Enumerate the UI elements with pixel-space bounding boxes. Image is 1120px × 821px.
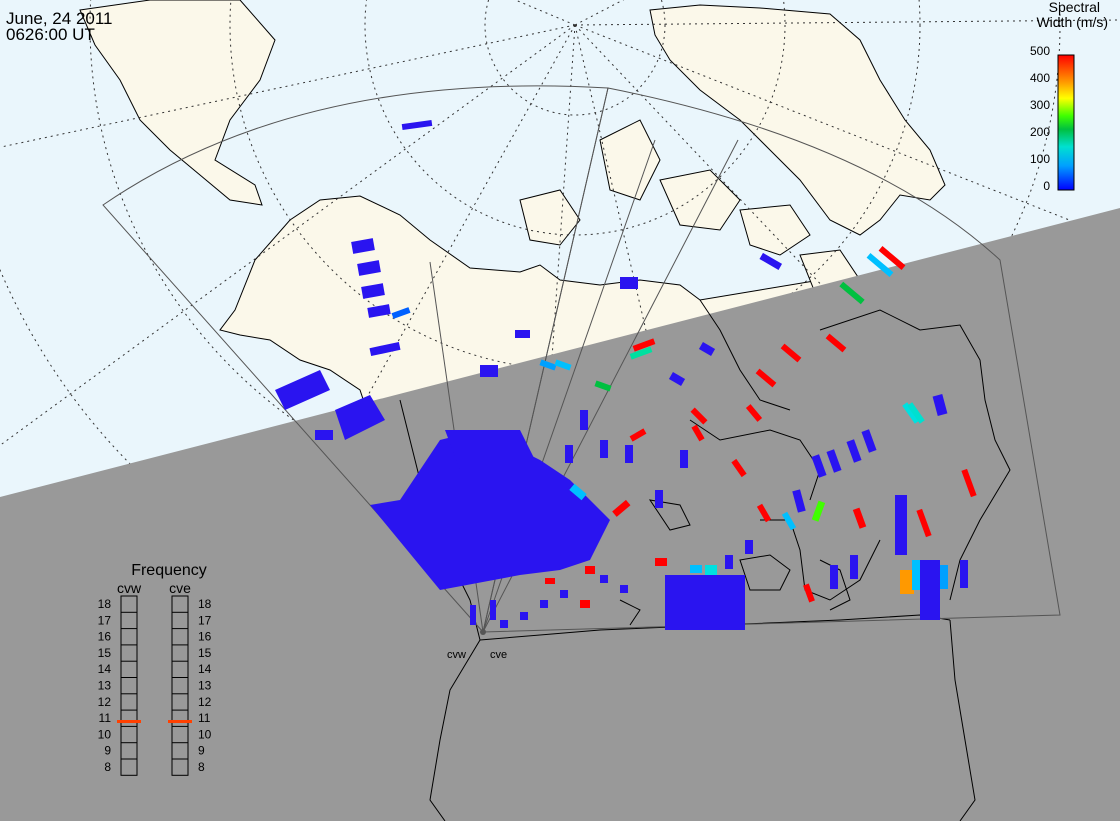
frequency-column-cvw: [120, 595, 138, 776]
frequency-scale-label: 8: [198, 760, 205, 774]
siberia: [79, 0, 276, 206]
frequency-columns: 18 17 16 15 14 13 12 11 10 9 8 18 17 16 15 14 13 12 11 10 9 8: [98, 595, 212, 776]
frequency-scale-label: 8: [104, 760, 111, 774]
backscatter-blue: [275, 119, 968, 630]
cve-fov: [482, 87, 1061, 633]
colorbar-title-line1: Spectral: [1049, 0, 1100, 15]
backscatter-colored: [391, 246, 977, 608]
colorbar-scale: [1057, 54, 1075, 191]
colorbar-tick: 100: [1030, 152, 1050, 166]
frequency-scale-label: 15: [198, 646, 212, 660]
cvw-fov: [102, 85, 609, 633]
frequency-column-cve: [171, 595, 189, 776]
radar-label-cve: cve: [490, 649, 507, 661]
colorbar: Spectral Width (m/s) 500 400 300 200 100…: [1030, 0, 1108, 193]
frequency-scale-label: 16: [198, 630, 212, 644]
colorbar-tick: 0: [1043, 179, 1050, 193]
radar-label-cvw: cvw: [447, 649, 466, 661]
frequency-scale-label: 13: [198, 679, 212, 693]
frequency-scale-label: 11: [99, 711, 112, 725]
arctic-island-2: [519, 189, 581, 246]
frequency-scale-label: 16: [98, 630, 112, 644]
frequency-radar-cve: cve: [169, 580, 191, 596]
frequency-scale-label: 14: [198, 662, 212, 676]
frequency-scale-label: 12: [198, 695, 212, 709]
frequency-scale-label: 17: [198, 613, 212, 627]
date-label: June, 24 2011: [6, 9, 113, 28]
frequency-scale-label: 12: [98, 695, 112, 709]
frequency-scale-label: 14: [98, 662, 112, 676]
frequency-scale-label: 18: [98, 597, 112, 611]
colorbar-tick: 200: [1030, 125, 1050, 139]
frequency-scale-label: 15: [98, 646, 112, 660]
frequency-radar-cvw: cvw: [117, 580, 142, 596]
arctic-island-1: [599, 119, 661, 201]
colorbar-tick: 400: [1030, 71, 1050, 85]
frequency-scale-label: 9: [198, 744, 205, 758]
arctic-island-3: [659, 169, 741, 231]
frequency-scale-label: 9: [104, 744, 111, 758]
frequency-scale-label: 17: [98, 613, 112, 627]
frequency-scale-label: 11: [198, 711, 211, 725]
frequency-scale-label: 10: [198, 727, 212, 741]
frequency-title: Frequency: [131, 562, 207, 579]
colorbar-tick: 300: [1030, 98, 1050, 112]
colorbar-tick: 500: [1030, 44, 1050, 58]
frequency-scale-label: 13: [98, 679, 112, 693]
time-label: 0626:00 UT: [6, 25, 95, 44]
colorbar-title-line2: Width (m/s): [1036, 14, 1108, 30]
frequency-panel: Frequency cvw cve 1817161514131211109818…: [98, 562, 212, 776]
frequency-scale-label: 10: [98, 727, 112, 741]
radar-site-marker: [480, 629, 486, 635]
frequency-scale-label: 18: [198, 597, 212, 611]
